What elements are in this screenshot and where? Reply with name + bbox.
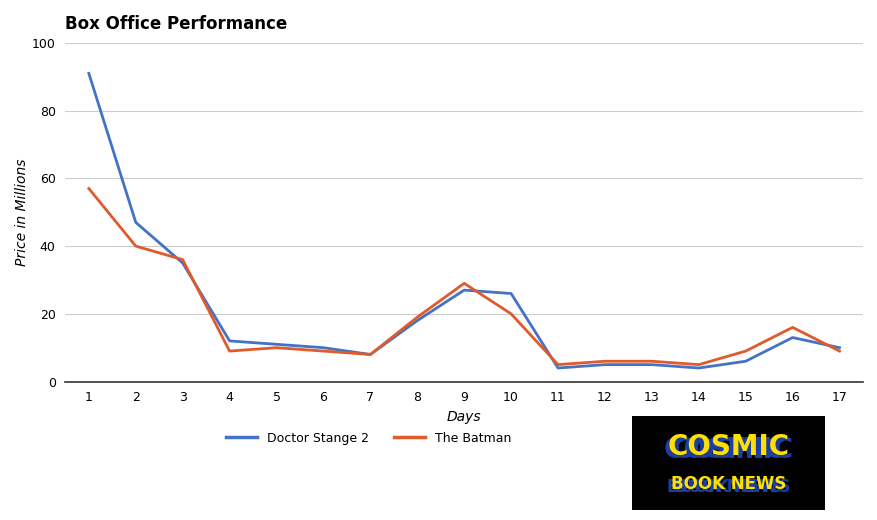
Doctor Stange 2 [365,352,375,358]
Text: Box Office Performance: Box Office Performance [65,15,288,33]
Doctor Stange 2 [833,345,844,351]
Doctor Stange 2 [553,365,563,371]
Doctor Stange 2 [177,260,188,266]
Doctor Stange 2 [224,338,234,344]
The Batman [83,186,94,192]
Doctor Stange 2 [83,70,94,76]
The Batman [317,348,328,354]
X-axis label: Days: Days [446,410,481,424]
Doctor Stange 2 [317,345,328,351]
The Batman [739,348,750,354]
Text: COSMIC: COSMIC [663,436,785,464]
Legend: Doctor Stange 2, The Batman: Doctor Stange 2, The Batman [220,427,516,450]
Doctor Stange 2 [645,361,656,368]
Doctor Stange 2 [599,361,610,368]
The Batman [553,361,563,368]
The Batman [411,314,422,320]
The Batman [177,256,188,263]
Doctor Stange 2 [739,358,750,365]
Doctor Stange 2 [459,287,469,293]
The Batman [224,348,234,354]
The Batman [505,311,516,317]
Doctor Stange 2 [271,341,282,347]
Doctor Stange 2 [693,365,703,371]
The Batman [645,358,656,365]
Text: COSMIC: COSMIC [671,436,793,464]
Line: The Batman: The Batman [89,189,838,365]
Doctor Stange 2 [411,318,422,324]
Text: BOOK NEWS: BOOK NEWS [667,478,781,496]
The Batman [833,348,844,354]
Text: BOOK NEWS: BOOK NEWS [670,475,786,493]
Doctor Stange 2 [505,290,516,296]
Y-axis label: Price in Millions: Price in Millions [15,159,29,266]
Line: Doctor Stange 2: Doctor Stange 2 [89,73,838,368]
The Batman [599,358,610,365]
The Batman [693,361,703,368]
The Batman [459,280,469,287]
The Batman [271,345,282,351]
The Batman [131,243,141,249]
The Batman [365,352,375,358]
Text: BOOK NEWS: BOOK NEWS [674,478,789,496]
Doctor Stange 2 [787,334,797,341]
Text: COSMIC: COSMIC [667,433,789,461]
The Batman [787,324,797,331]
Doctor Stange 2 [131,219,141,226]
